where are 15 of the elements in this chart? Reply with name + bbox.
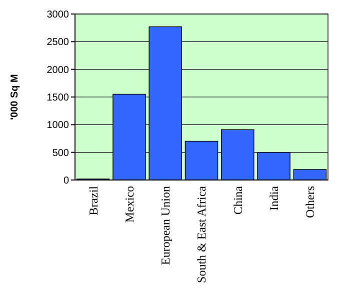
x-tick-label: China bbox=[230, 185, 245, 215]
x-tick-label: South & East Africa bbox=[194, 185, 209, 283]
x-tick-label: Brazil bbox=[86, 185, 100, 216]
x-tick-label: Others bbox=[303, 186, 318, 218]
y-tick-label: 0 bbox=[63, 176, 70, 186]
y-tick-label: 1500 bbox=[46, 92, 70, 104]
x-tick-label: India bbox=[266, 185, 281, 211]
x-tick-label: European Union bbox=[158, 186, 173, 265]
y-tick-label: 2500 bbox=[46, 37, 70, 48]
y-tick-label: 1000 bbox=[46, 120, 70, 132]
y-tick-label: 3000 bbox=[46, 10, 70, 20]
y-axis-title: '000 Sq M bbox=[10, 74, 20, 120]
y-tick-label: 500 bbox=[52, 148, 70, 159]
y-tick-label: 2000 bbox=[46, 64, 70, 76]
x-tick-label: Mexico bbox=[122, 186, 136, 223]
